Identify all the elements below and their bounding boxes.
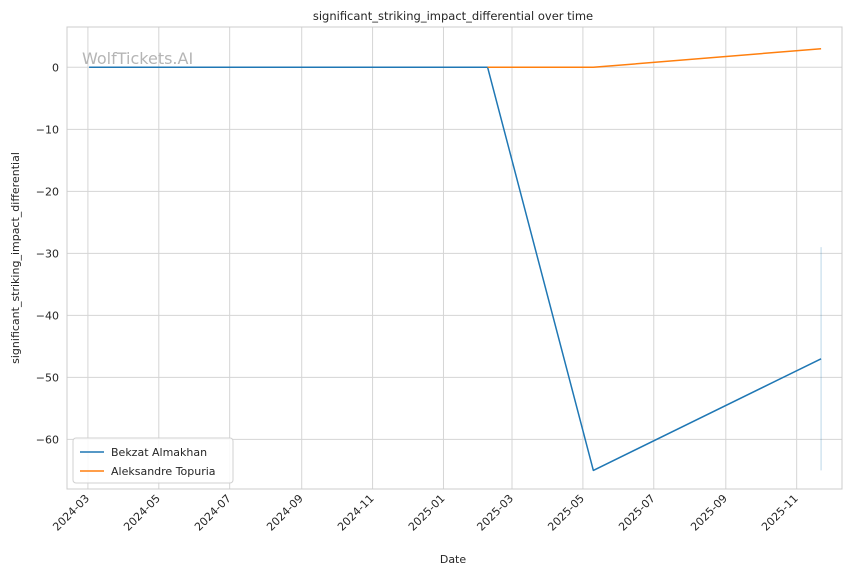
series-line-bekzat-almakhan (89, 66, 822, 472)
legend-label-bekzat-almakhan: Bekzat Almakhan (111, 446, 207, 459)
y-tick-label: −40 (36, 309, 59, 322)
chart-title: significant_striking_impact_differential… (313, 9, 593, 23)
y-axis-title: significant_striking_impact_differential (9, 152, 22, 364)
series-lines (89, 47, 822, 472)
legend-label-aleksandre-topuria: Aleksandre Topuria (111, 465, 216, 478)
y-tick-label: −30 (36, 247, 59, 260)
y-tick-label: −50 (36, 371, 59, 384)
legend: Bekzat Almakhan Aleksandre Topuria (72, 437, 234, 484)
x-axis-title: Date (440, 553, 467, 566)
y-tick-label: 0 (52, 61, 59, 74)
series-line-aleksandre-topuria (487, 47, 822, 69)
y-tick-label: −10 (36, 123, 59, 136)
plot-frame (66, 26, 843, 490)
grid-lines (67, 27, 842, 489)
watermark: WolfTickets.AI (82, 49, 193, 68)
y-tick-labels: 0 −10 −20 −30 −40 −50 −60 (36, 61, 59, 446)
y-tick-label: −60 (36, 433, 59, 446)
y-tick-label: −20 (36, 185, 59, 198)
legend-box (72, 437, 234, 484)
